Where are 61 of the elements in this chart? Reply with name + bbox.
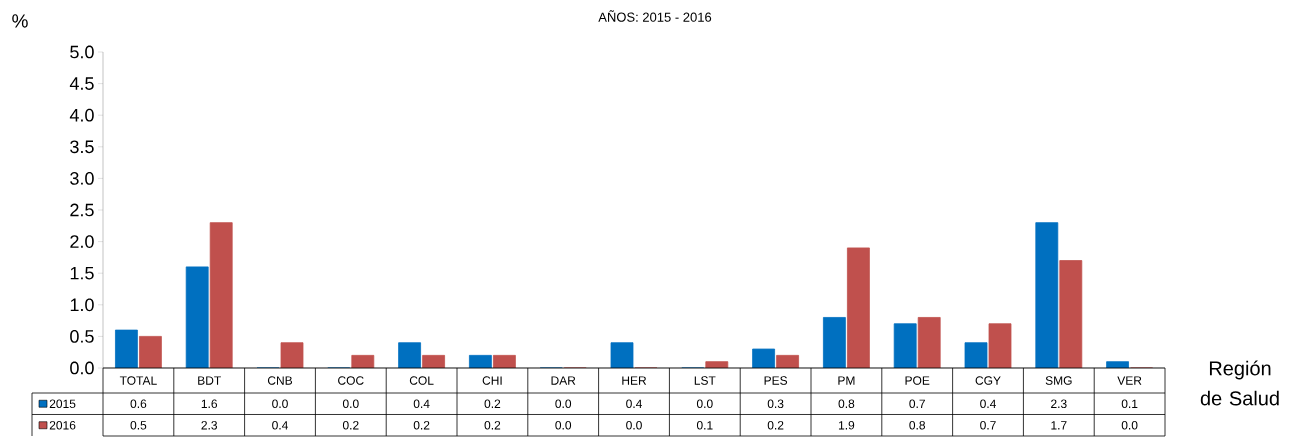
chart-title: AÑOS: 2015 - 2016 xyxy=(598,10,712,22)
y-tick-label: 0.0 xyxy=(70,361,94,375)
y-tick-label: 3.0 xyxy=(70,172,94,185)
data-label: 0.8 xyxy=(909,421,926,430)
data-label: 0.0 xyxy=(555,421,572,430)
y-tick-label: 2.5 xyxy=(70,203,94,217)
data-label: 0.2 xyxy=(484,421,501,430)
legend-label: 2016 xyxy=(49,421,76,430)
x-tick-label: TOTAL xyxy=(119,376,157,385)
data-label: 1.9 xyxy=(838,421,855,430)
x-tick-label: POE xyxy=(905,376,930,385)
data-label: 0.0 xyxy=(696,399,713,408)
y-tick-label: 4.0 xyxy=(69,108,94,122)
data-label: 0.2 xyxy=(767,421,784,430)
x-tick-label: CHI xyxy=(482,376,502,385)
data-label: 0.1 xyxy=(1121,399,1138,408)
x-tick-label: PES xyxy=(764,376,788,385)
data-label: 0.4 xyxy=(272,421,288,430)
x-tick-label: SMG xyxy=(1045,376,1072,385)
x-tick-label: VER xyxy=(1117,376,1142,385)
data-label: 0.6 xyxy=(130,399,147,408)
y-tick-label: 1.5 xyxy=(70,266,94,280)
data-label: 0.0 xyxy=(272,399,288,408)
y-tick-label: 2.0 xyxy=(70,235,94,248)
data-label: 0.7 xyxy=(980,421,996,430)
data-label: 0.4 xyxy=(980,399,996,408)
data-label: 0.2 xyxy=(413,421,430,430)
x-tick-label: CGY xyxy=(975,376,1001,385)
legend-label: 2015 xyxy=(49,399,76,408)
data-label: 0.2 xyxy=(484,399,501,408)
y-tick-label: 0.5 xyxy=(70,330,94,343)
x-tick-label: LST xyxy=(694,376,716,385)
x-tick-label: HER xyxy=(622,376,647,385)
data-label: 0.8 xyxy=(838,399,855,408)
data-label: 0.4 xyxy=(413,399,430,408)
x-axis-title: Región de Salud xyxy=(1200,360,1279,406)
x-tick-label: COL xyxy=(409,376,434,385)
data-label: 0.0 xyxy=(342,399,359,408)
data-label: 0.4 xyxy=(626,399,642,408)
data-label: 0.0 xyxy=(1121,421,1138,430)
data-label: 0.0 xyxy=(626,421,642,430)
y-tick-label: 1.0 xyxy=(70,298,94,312)
data-label: 0.1 xyxy=(696,421,713,430)
x-tick-label: BDT xyxy=(198,376,221,385)
data-label: 0.5 xyxy=(130,421,147,430)
data-label: 1.6 xyxy=(201,399,218,408)
y-tick-label: 5.0 xyxy=(70,45,94,59)
data-label: 2.3 xyxy=(201,421,218,430)
data-label: 2.3 xyxy=(1051,399,1067,408)
y-tick-label: 3.5 xyxy=(70,140,94,154)
x-tick-label: DAR xyxy=(551,376,576,385)
data-label: 0.7 xyxy=(909,399,925,408)
data-label: 0.3 xyxy=(767,399,784,408)
x-tick-label: CNB xyxy=(267,376,293,385)
x-tick-label: PM xyxy=(838,376,855,385)
y-tick-label: 4.5 xyxy=(69,77,94,90)
y-axis-title: % xyxy=(12,14,28,28)
data-label: 0.2 xyxy=(342,421,359,430)
x-tick-label: COC xyxy=(338,376,364,385)
data-label: 1.7 xyxy=(1051,421,1067,430)
data-label: 0.0 xyxy=(555,399,572,408)
